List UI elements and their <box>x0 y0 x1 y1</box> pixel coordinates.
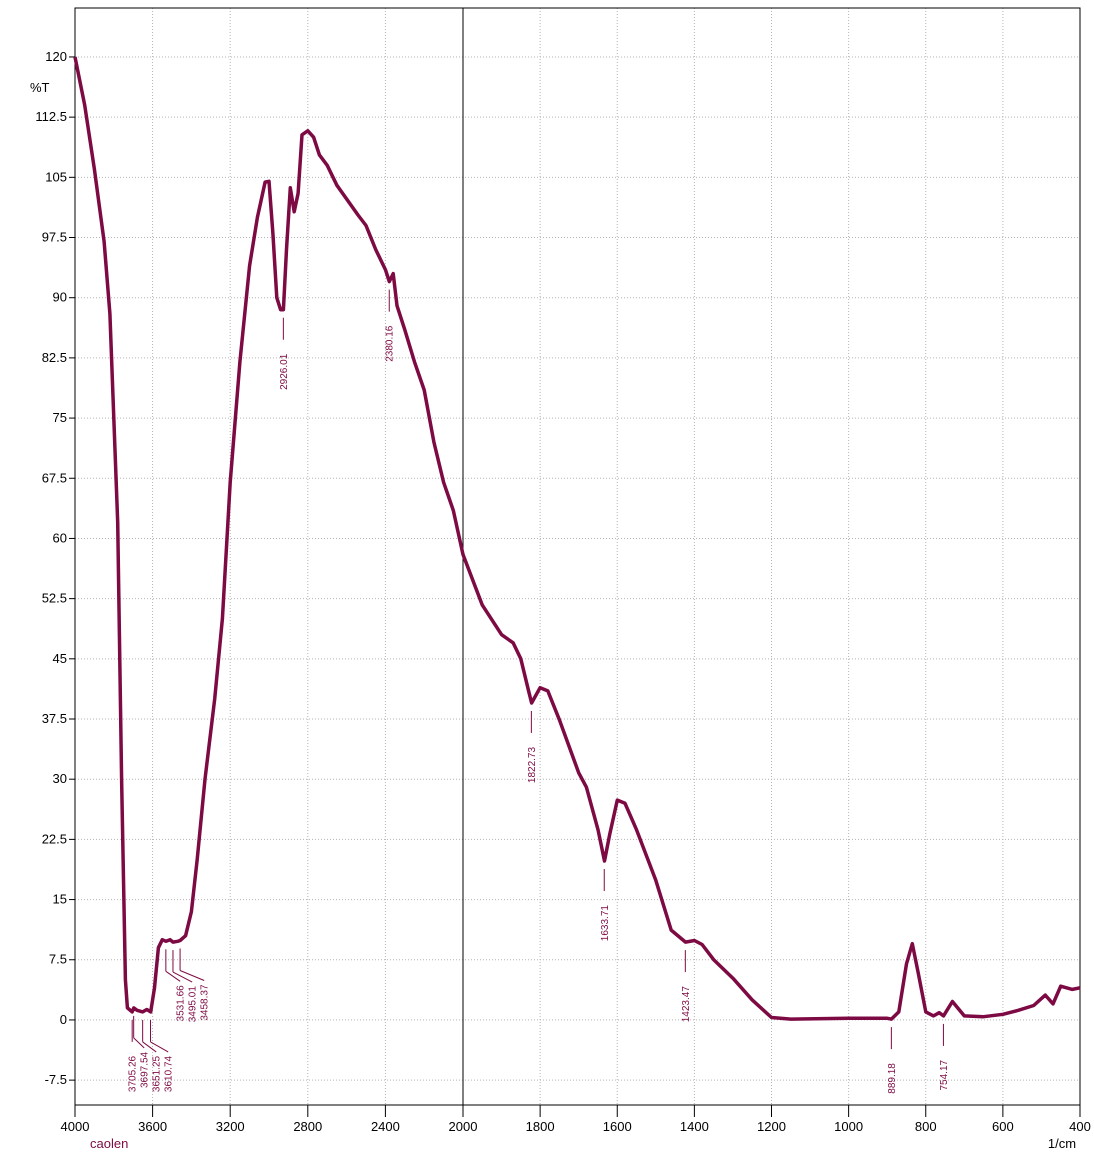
peak-label: 3651.25 <box>152 1055 163 1092</box>
peak-leader <box>172 971 193 983</box>
sample-name: caolen <box>90 1136 128 1151</box>
y-tick-label: -7.5 <box>45 1072 67 1087</box>
peak-label: 889.18 <box>887 1063 898 1094</box>
x-tick-label: 2000 <box>449 1119 478 1134</box>
y-tick-label: 30 <box>53 771 67 786</box>
x-tick-label: 1000 <box>834 1119 863 1134</box>
y-axis-label: %T <box>30 80 50 95</box>
peak-leader <box>150 1041 169 1053</box>
y-tick-label: 0 <box>60 1012 67 1027</box>
y-tick-label: 67.5 <box>42 470 67 485</box>
x-tick-label: 3600 <box>138 1119 167 1134</box>
x-tick-label: 1800 <box>526 1119 555 1134</box>
x-axis-label: 1/cm <box>1048 1136 1076 1151</box>
y-tick-label: 120 <box>45 49 67 64</box>
x-tick-label: 800 <box>915 1119 937 1134</box>
x-tick-label: 600 <box>992 1119 1014 1134</box>
x-tick-label: 1600 <box>603 1119 632 1134</box>
y-tick-label: 97.5 <box>42 230 67 245</box>
y-tick-label: 112.5 <box>35 109 67 124</box>
peak-label: 754.17 <box>939 1059 950 1090</box>
peak-label: 3531.66 <box>176 985 187 1022</box>
peak-label: 3697.54 <box>140 1051 151 1088</box>
x-tick-label: 3200 <box>216 1119 245 1134</box>
x-tick-label: 2400 <box>371 1119 400 1134</box>
peak-label: 1822.73 <box>527 747 538 784</box>
x-tick-label: 400 <box>1069 1119 1091 1134</box>
peak-label: 3458.37 <box>200 984 211 1021</box>
y-tick-label: 37.5 <box>42 711 67 726</box>
peak-leader <box>142 1041 157 1053</box>
y-tick-label: 90 <box>53 290 67 305</box>
y-tick-label: 105 <box>45 169 67 184</box>
peak-label: 2926.01 <box>279 353 290 390</box>
y-tick-label: 15 <box>53 892 67 907</box>
y-tick-label: 45 <box>53 651 67 666</box>
y-tick-label: 60 <box>53 530 67 545</box>
peak-label: 3495.01 <box>188 986 199 1023</box>
y-tick-label: 82.5 <box>42 350 67 365</box>
peak-label: 1633.71 <box>600 905 611 942</box>
spectrum-line <box>73 56 1081 1021</box>
y-tick-label: 75 <box>53 410 67 425</box>
peak-label: 3705.26 <box>128 1055 139 1092</box>
x-tick-label: 4000 <box>61 1119 90 1134</box>
x-tick-label: 2800 <box>293 1119 322 1134</box>
peak-leader <box>165 970 181 982</box>
peak-label: 2380.16 <box>385 325 396 362</box>
peak-label: 3610.74 <box>164 1055 175 1092</box>
x-tick-label: 1400 <box>680 1119 709 1134</box>
plot-frame <box>74 7 1081 1106</box>
y-tick-label: 7.5 <box>49 952 67 967</box>
peak-leader <box>133 1037 145 1049</box>
y-tick-label: 52.5 <box>42 591 67 606</box>
x-tick-label: 1200 <box>757 1119 786 1134</box>
y-tick-label: 22.5 <box>42 831 67 846</box>
peak-leader <box>179 970 205 981</box>
peak-label: 1423.47 <box>681 986 692 1023</box>
